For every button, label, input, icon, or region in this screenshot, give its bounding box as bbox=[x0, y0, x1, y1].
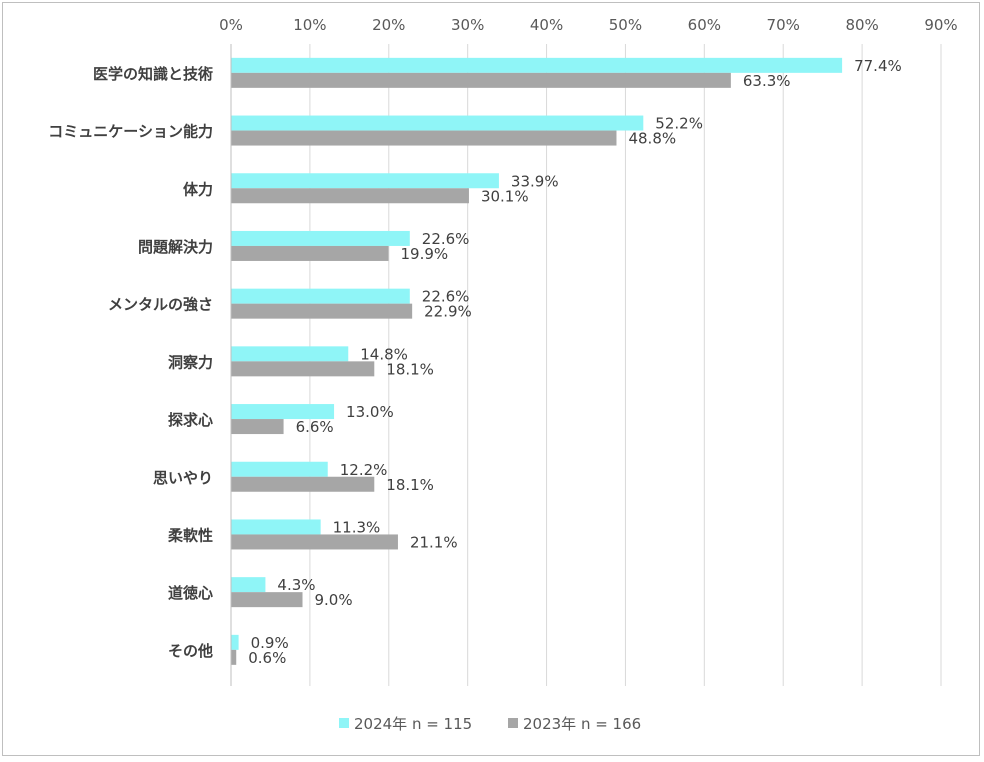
bar-2024 bbox=[232, 577, 266, 592]
data-label: 18.1% bbox=[386, 360, 434, 378]
category-label: 思いやり bbox=[153, 469, 213, 487]
bar-2024 bbox=[232, 462, 328, 477]
data-label: 6.6% bbox=[296, 418, 334, 436]
data-label: 77.4% bbox=[854, 57, 902, 75]
bar-2023 bbox=[232, 534, 398, 549]
bars bbox=[232, 58, 843, 665]
bar-2023 bbox=[232, 246, 389, 261]
bar-2023 bbox=[232, 131, 617, 146]
category-label: その他 bbox=[168, 642, 213, 660]
category-labels: 医学の知識と技術コミュニケーション能力体力問題解決力メンタルの強さ洞察力探求心思… bbox=[48, 65, 213, 660]
data-label: 48.8% bbox=[628, 130, 676, 148]
bar-2024 bbox=[232, 635, 239, 650]
category-label: コミュニケーション能力 bbox=[48, 123, 213, 141]
bar-2023 bbox=[232, 592, 303, 607]
data-label: 0.6% bbox=[248, 649, 286, 667]
bar-2024 bbox=[232, 231, 410, 246]
category-label: 問題解決力 bbox=[138, 238, 213, 256]
category-label: 道徳心 bbox=[168, 584, 213, 602]
data-label: 11.3% bbox=[333, 518, 381, 536]
bar-2024 bbox=[232, 346, 349, 361]
bar-2023 bbox=[232, 477, 375, 492]
x-axis-ticks: 0% 10% 20% 30% 40% 50% 60% 70% 80% 90% bbox=[219, 16, 958, 34]
bar-2024 bbox=[232, 404, 335, 419]
data-label: 63.3% bbox=[743, 72, 791, 90]
x-tick-label: 70% bbox=[767, 16, 800, 34]
bar-2024 bbox=[232, 289, 410, 304]
x-tick-label: 20% bbox=[372, 16, 405, 34]
data-label: 22.9% bbox=[424, 303, 472, 321]
category-label: 洞察力 bbox=[168, 353, 213, 371]
data-label: 13.0% bbox=[346, 403, 394, 421]
legend: 2024年 n = 115 2023年 n = 166 bbox=[339, 715, 641, 733]
bar-2023 bbox=[232, 73, 731, 88]
legend-label-2024: 2024年 n = 115 bbox=[354, 715, 472, 733]
data-label: 19.9% bbox=[400, 245, 448, 263]
data-label: 9.0% bbox=[315, 591, 353, 609]
category-label: 柔軟性 bbox=[168, 526, 213, 544]
x-tick-label: 30% bbox=[451, 16, 484, 34]
category-label: 医学の知識と技術 bbox=[93, 65, 213, 83]
data-label: 21.1% bbox=[410, 533, 458, 551]
category-label: 体力 bbox=[183, 180, 213, 198]
bar-2024 bbox=[232, 116, 644, 131]
bar-2024 bbox=[232, 173, 499, 188]
bar-chart: 0% 10% 20% 30% 40% 50% 60% 70% 80% 90% 77.4% 63.3%… bbox=[0, 0, 984, 762]
bar-2023 bbox=[232, 419, 284, 434]
category-label: メンタルの強さ bbox=[108, 296, 213, 314]
category-label: 探求心 bbox=[168, 411, 213, 429]
bar-2023 bbox=[232, 304, 413, 319]
x-tick-label: 90% bbox=[924, 16, 957, 34]
data-label: 4.3% bbox=[277, 576, 315, 594]
bar-2023 bbox=[232, 188, 469, 203]
data-label: 30.1% bbox=[481, 187, 529, 205]
legend-swatch-2023 bbox=[508, 718, 518, 728]
bar-2024 bbox=[232, 58, 843, 73]
x-tick-label: 80% bbox=[845, 16, 878, 34]
x-tick-label: 60% bbox=[688, 16, 721, 34]
legend-swatch-2024 bbox=[339, 718, 349, 728]
x-tick-label: 40% bbox=[530, 16, 563, 34]
bar-2023 bbox=[232, 361, 375, 376]
legend-label-2023: 2023年 n = 166 bbox=[523, 715, 641, 733]
data-label: 12.2% bbox=[340, 461, 388, 479]
data-label: 18.1% bbox=[386, 476, 434, 494]
bar-2024 bbox=[232, 519, 321, 534]
x-tick-label: 10% bbox=[293, 16, 326, 34]
x-tick-label: 50% bbox=[609, 16, 642, 34]
bar-2023 bbox=[232, 650, 237, 665]
x-tick-label: 0% bbox=[219, 16, 243, 34]
